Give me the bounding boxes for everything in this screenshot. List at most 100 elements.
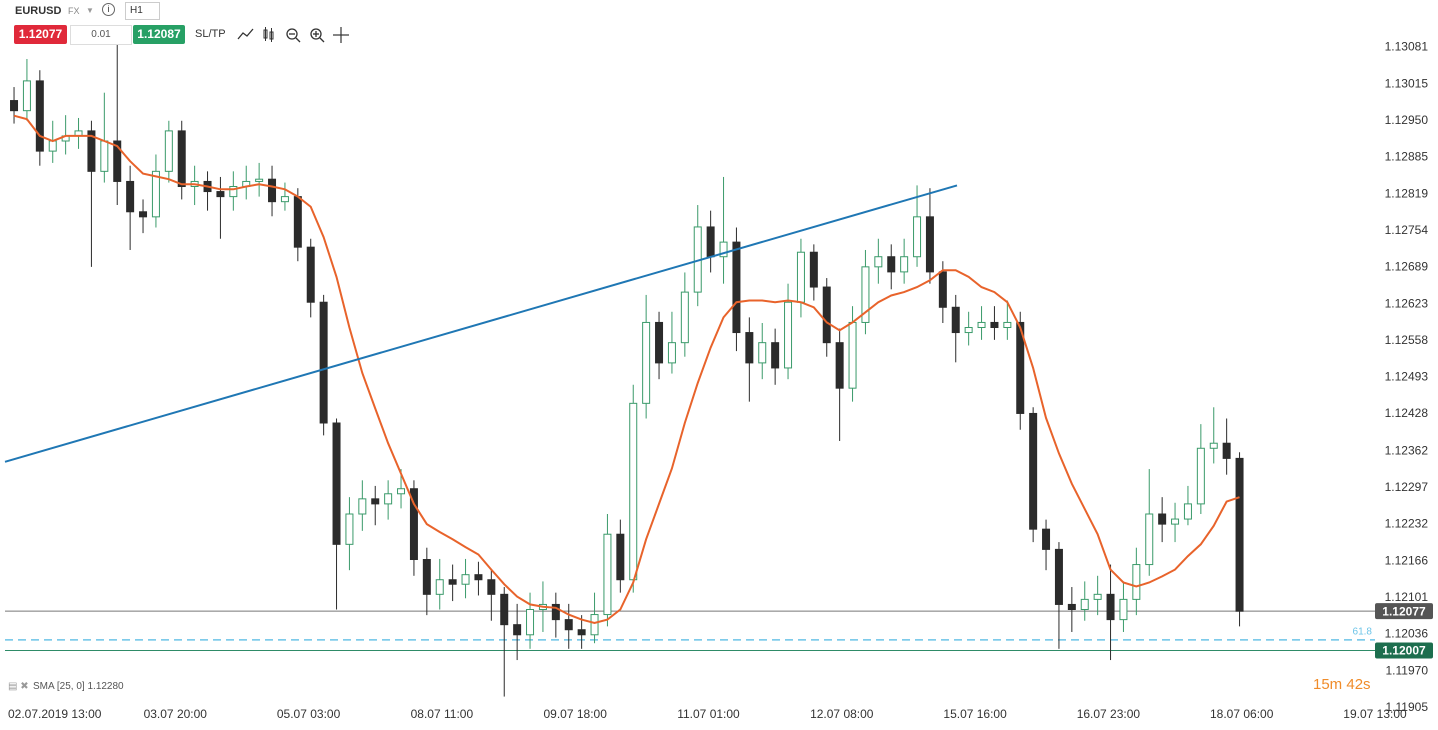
candle-body bbox=[1016, 321, 1025, 414]
y-tick-label: 1.12558 bbox=[1385, 333, 1429, 347]
candle-body bbox=[655, 321, 664, 364]
candle-body bbox=[1106, 593, 1115, 621]
candle-body bbox=[513, 624, 522, 636]
y-tick-label: 1.12950 bbox=[1385, 113, 1429, 127]
candle-body bbox=[564, 619, 573, 631]
candle-body bbox=[1196, 447, 1205, 505]
y-tick-label: 1.12428 bbox=[1385, 406, 1429, 420]
candle-body bbox=[435, 579, 444, 595]
candle-body bbox=[1029, 412, 1038, 530]
y-tick-label: 1.13015 bbox=[1385, 76, 1429, 90]
candle-body bbox=[126, 180, 135, 213]
candle-body bbox=[474, 574, 483, 581]
candle-body bbox=[164, 130, 173, 172]
price-label: 1.12077 bbox=[1382, 604, 1426, 618]
candle-body bbox=[500, 593, 509, 626]
candle-body bbox=[1183, 503, 1192, 520]
indicator-icons[interactable]: ▤ ✖ bbox=[8, 681, 29, 692]
y-tick-label: 1.11905 bbox=[1386, 700, 1429, 714]
candle-body bbox=[319, 301, 328, 424]
candle-body bbox=[771, 342, 780, 369]
x-tick-label: 19.07 13:00 bbox=[1343, 707, 1407, 721]
candle-body bbox=[913, 216, 922, 258]
x-tick-label: 12.07 08:00 bbox=[810, 707, 874, 721]
candle-body bbox=[332, 422, 341, 545]
y-tick-label: 1.12362 bbox=[1385, 443, 1429, 457]
candle-body bbox=[1132, 564, 1141, 600]
candle-body bbox=[977, 321, 986, 329]
pan-tool[interactable] bbox=[333, 27, 349, 43]
line-tool[interactable] bbox=[237, 28, 254, 40]
candle-body bbox=[345, 513, 354, 545]
zoom-in[interactable] bbox=[310, 28, 325, 43]
toolbar-icons[interactable] bbox=[235, 25, 355, 45]
candle-body bbox=[706, 226, 715, 258]
candle-body bbox=[874, 256, 883, 268]
candle-body bbox=[1080, 598, 1089, 611]
dropdown-arrow[interactable]: ▼ bbox=[86, 6, 94, 15]
x-tick-label: 18.07 06:00 bbox=[1210, 707, 1274, 721]
candle-body bbox=[629, 402, 638, 581]
y-tick-label: 1.12623 bbox=[1385, 297, 1429, 311]
trend-line bbox=[4, 184, 958, 463]
candle-body bbox=[667, 342, 676, 364]
candle-body bbox=[384, 493, 393, 505]
candle-body bbox=[35, 80, 44, 152]
candle-body bbox=[1093, 593, 1102, 600]
market: FX bbox=[68, 6, 80, 16]
y-tick-label: 1.12689 bbox=[1385, 260, 1429, 274]
candle-body bbox=[796, 251, 805, 303]
price-label-box bbox=[1375, 642, 1433, 659]
x-tick-label: 11.07 01:00 bbox=[677, 707, 740, 721]
zoom-out[interactable] bbox=[286, 28, 301, 43]
countdown: 15m 42s bbox=[1313, 676, 1371, 693]
x-tick-label: 08.07 11:00 bbox=[411, 707, 474, 721]
candle-body bbox=[822, 286, 831, 344]
candle-body bbox=[616, 533, 625, 581]
fib-label: 61.8 bbox=[1353, 626, 1373, 637]
candle-body bbox=[758, 342, 767, 364]
sma-line bbox=[13, 114, 1240, 625]
x-tick-label: 02.07.2019 13:00 bbox=[8, 707, 102, 721]
candle-body bbox=[590, 614, 599, 636]
candle-body bbox=[422, 559, 431, 595]
candle-body bbox=[1171, 518, 1180, 525]
lot-size[interactable]: 0.01 bbox=[70, 25, 132, 45]
candle-body bbox=[900, 256, 909, 273]
candle-body bbox=[293, 196, 302, 248]
candle-body bbox=[964, 327, 973, 334]
candle-body bbox=[1067, 603, 1076, 611]
candle-body bbox=[887, 256, 896, 273]
candle-body bbox=[1222, 442, 1231, 459]
buy-button[interactable]: 1.12087 bbox=[133, 25, 185, 44]
candle-body bbox=[938, 271, 947, 308]
candle-tool[interactable] bbox=[263, 27, 274, 42]
candle-body bbox=[951, 306, 960, 334]
candle-body bbox=[603, 533, 612, 616]
info-icon[interactable]: i bbox=[102, 3, 115, 16]
candle-body bbox=[448, 579, 457, 585]
candle-body bbox=[216, 191, 225, 198]
timeframe[interactable]: H1 bbox=[125, 2, 160, 20]
candle-body bbox=[1054, 548, 1063, 605]
candle-body bbox=[577, 629, 586, 636]
candle-body bbox=[397, 488, 406, 495]
y-tick-label: 1.13081 bbox=[1385, 39, 1429, 53]
candle-body bbox=[784, 301, 793, 369]
candle-body bbox=[680, 291, 689, 344]
candle-body bbox=[371, 498, 380, 505]
candle-body bbox=[809, 251, 818, 288]
y-tick-label: 1.12036 bbox=[1385, 626, 1429, 640]
indicator-legend: SMA [25, 0] 1.12280 bbox=[33, 681, 124, 692]
candle-body bbox=[10, 100, 19, 112]
y-tick-label: 1.12166 bbox=[1385, 553, 1429, 567]
candle-body bbox=[732, 241, 741, 334]
candle-body bbox=[280, 196, 289, 203]
symbol[interactable]: EURUSD bbox=[15, 5, 62, 17]
sell-button[interactable]: 1.12077 bbox=[14, 25, 67, 44]
sl-tp[interactable]: SL/TP bbox=[195, 28, 226, 40]
candle-body bbox=[306, 246, 315, 303]
candle-body bbox=[22, 80, 31, 112]
